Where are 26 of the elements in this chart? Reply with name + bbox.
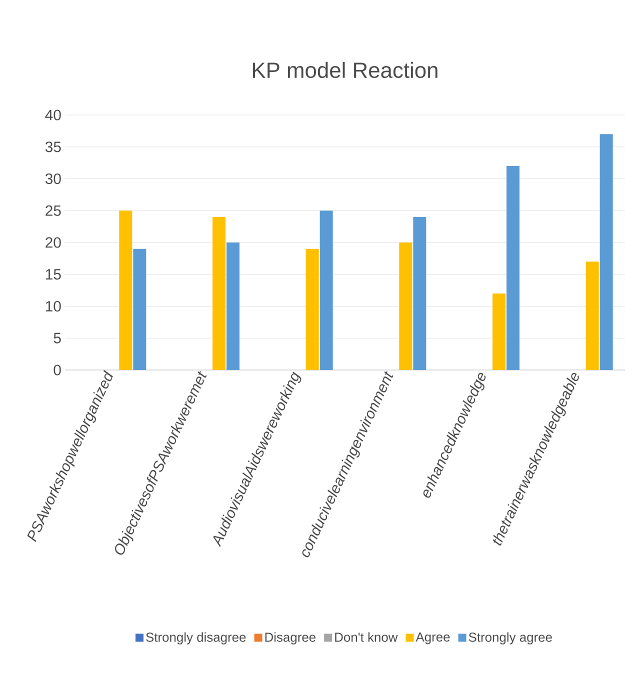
bar: [226, 242, 240, 370]
y-tick-label: 5: [54, 332, 61, 344]
legend-label: Strongly agree: [468, 632, 552, 644]
y-tick-label: 25: [46, 205, 61, 216]
bar: [119, 210, 132, 370]
bar: [320, 210, 333, 370]
legend-label: Disagree: [265, 632, 316, 644]
bar: [492, 294, 506, 370]
bar: [413, 217, 426, 370]
bar: [586, 262, 599, 370]
y-tick-label: 40: [45, 110, 61, 120]
legend-label: Strongly disagree: [146, 632, 246, 644]
legend-label: Don't know: [335, 632, 398, 642]
y-tick-label: 20: [46, 237, 61, 248]
bar: [133, 248, 146, 370]
bar: [600, 134, 613, 370]
y-tick-label: 15: [46, 269, 61, 280]
y-tick-label: 35: [45, 142, 61, 152]
chart-title: KP model Reaction: [252, 62, 438, 78]
legend-label: Agree: [416, 632, 450, 644]
bar: [399, 242, 412, 370]
y-tick-label: 10: [46, 300, 61, 312]
bar: [212, 217, 226, 370]
bar: [506, 166, 520, 370]
y-tick-label: 30: [45, 173, 61, 184]
bar: [306, 248, 319, 370]
